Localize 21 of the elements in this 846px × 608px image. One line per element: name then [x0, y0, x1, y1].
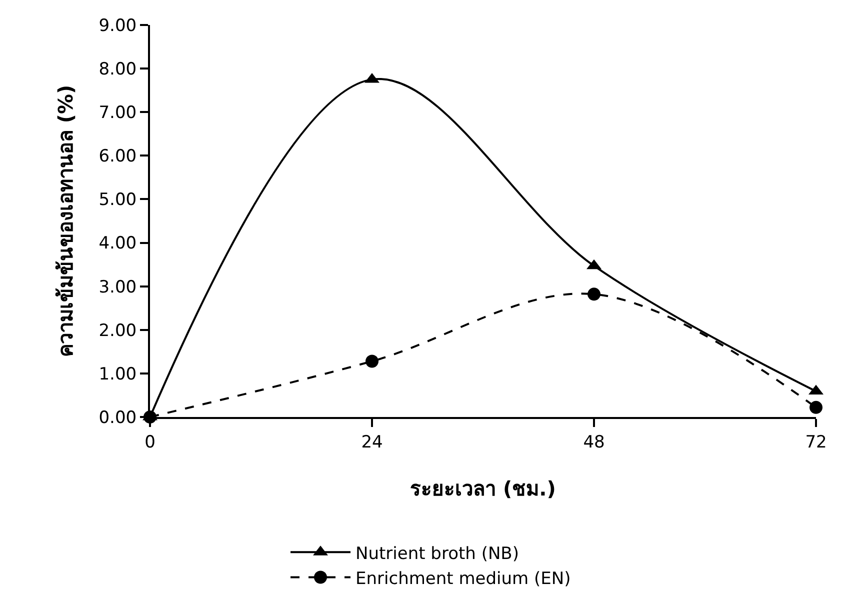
- y-tick-label: 7.00: [98, 103, 137, 124]
- y-tick-label: 1.00: [98, 364, 137, 384]
- point: [366, 354, 378, 368]
- legend-label: Enrichment medium (EN): [356, 568, 571, 589]
- x-tick-label: 72: [805, 432, 827, 452]
- legend-label: Nutrient broth (NB): [356, 544, 519, 564]
- y-tick-label: 4.00: [98, 234, 137, 254]
- y-tick-label: 3.00: [98, 277, 137, 298]
- x-axis-title: ระยะเวลา (ชม.): [410, 476, 556, 500]
- y-axis-title: ความเข้มข้นของเอทานอล (%): [54, 84, 78, 358]
- y-tick-label: 2.00: [98, 320, 137, 341]
- x-tick-label: 0: [144, 432, 156, 452]
- x-tick-label: 24: [361, 432, 383, 452]
- y-tick-label: 0.00: [98, 408, 137, 428]
- y-tick-label: 9.00: [98, 16, 137, 36]
- point: [810, 400, 822, 414]
- x-tick-label: 48: [583, 432, 605, 452]
- y-tick-label: 8.00: [98, 60, 137, 80]
- y-tick-label: 6.00: [98, 146, 137, 167]
- point: [588, 288, 600, 301]
- y-tick-label: 5.00: [98, 190, 137, 210]
